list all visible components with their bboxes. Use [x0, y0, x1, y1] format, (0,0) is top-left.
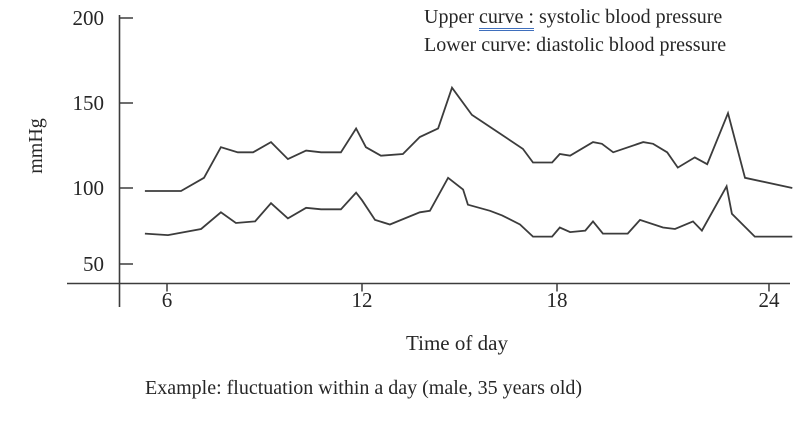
legend-lower-line: Lower curve: diastolic blood pressure [424, 34, 727, 56]
diastolic-curve [144, 176, 793, 238]
figure-caption: Example: fluctuation within a day (male,… [145, 377, 583, 399]
x-tick-label-6: 6 [161, 288, 173, 312]
y-tick-label-50: 50 [83, 252, 104, 276]
y-tick-label-200: 200 [72, 6, 105, 30]
x-axis-title: Time of day [406, 331, 508, 355]
legend: Upper curve : systolic blood pressure Lo… [424, 3, 726, 59]
legend-underlined-text: curve : [478, 6, 534, 31]
y-tick-label-100: 100 [72, 176, 105, 200]
systolic-curve [144, 85, 793, 192]
legend-upper-prefix: Upper [424, 6, 474, 28]
tick-marks [120, 17, 770, 292]
y-tick-label-150: 150 [72, 91, 105, 115]
x-tick-label-12: 12 [351, 288, 373, 312]
x-tick-label-24: 24 [758, 288, 780, 312]
legend-upper-suffix: systolic blood pressure [538, 6, 723, 28]
x-tick-label-18: 18 [546, 288, 568, 312]
legend-upper-line: Upper curve : systolic blood pressure [424, 3, 726, 31]
